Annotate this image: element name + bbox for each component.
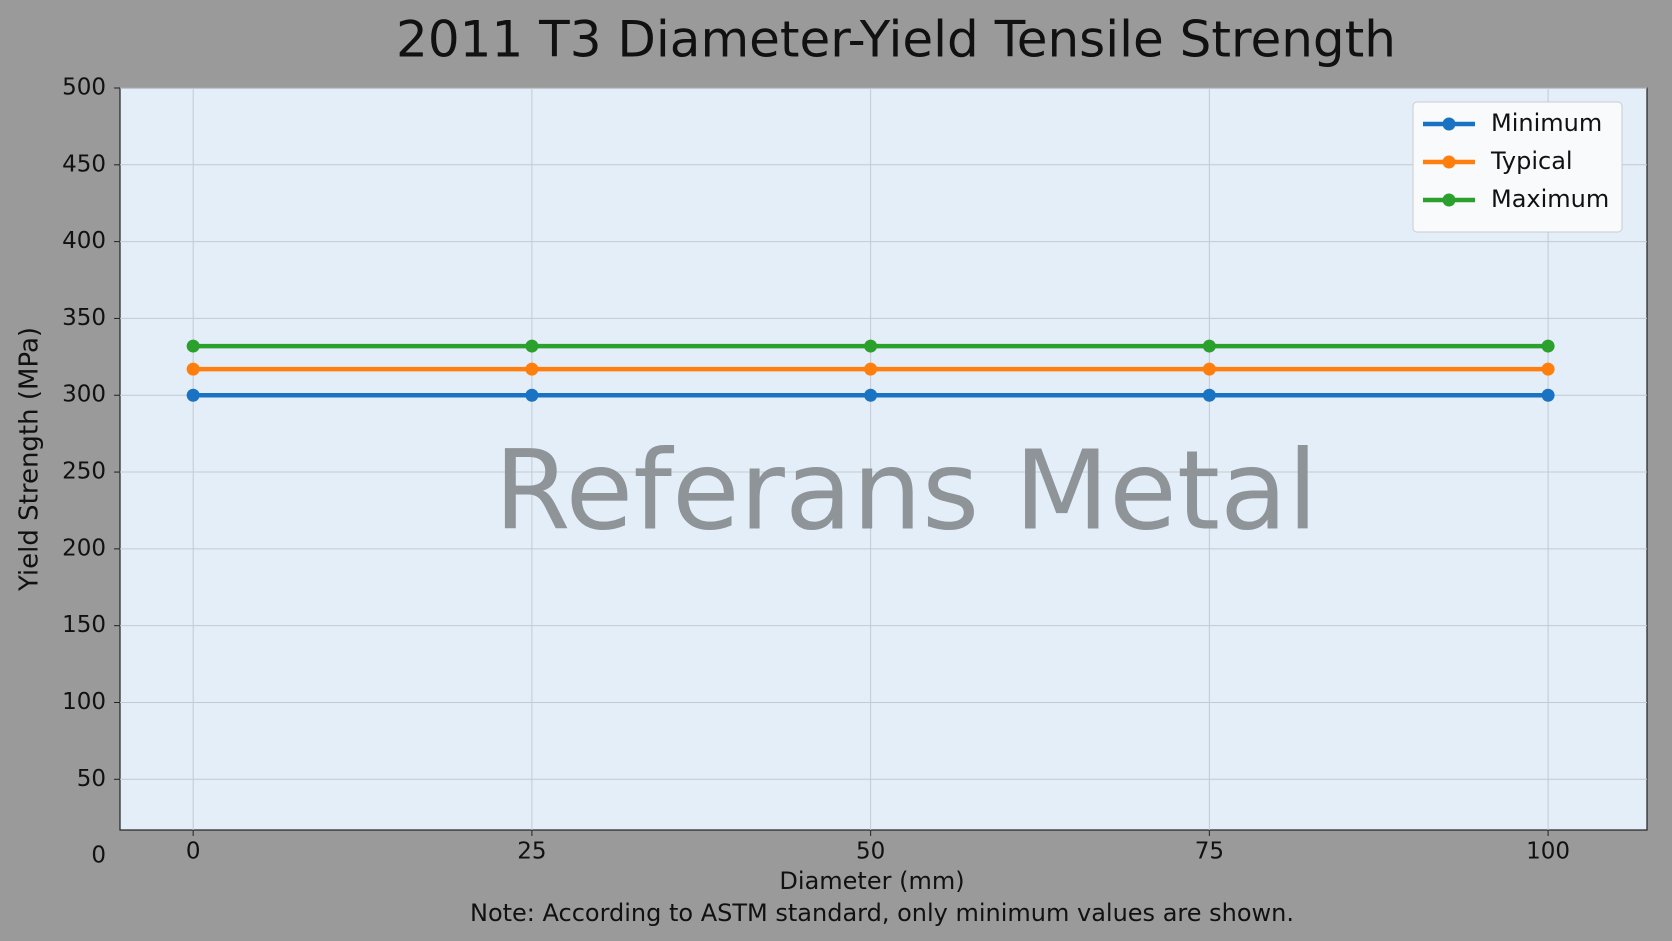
legend-label: Minimum bbox=[1491, 109, 1602, 137]
x-tick-label: 0 bbox=[186, 839, 201, 865]
point bbox=[186, 339, 200, 353]
y-tick-label: 100 bbox=[62, 689, 106, 715]
point bbox=[525, 388, 539, 402]
legend-label: Typical bbox=[1490, 147, 1573, 175]
point bbox=[1202, 362, 1216, 376]
x-axis-label: Diameter (mm) bbox=[779, 867, 964, 895]
point bbox=[1541, 388, 1555, 402]
point bbox=[1202, 388, 1216, 402]
x-tick-label: 75 bbox=[1195, 839, 1224, 865]
x-tick-label: 50 bbox=[856, 839, 885, 865]
y-tick-label: 300 bbox=[62, 382, 106, 408]
legend-label: Maximum bbox=[1491, 185, 1609, 213]
y-tick-label: 350 bbox=[62, 305, 106, 331]
point bbox=[864, 388, 878, 402]
point bbox=[1541, 362, 1555, 376]
y-tick-label: 400 bbox=[62, 228, 106, 254]
watermark: Referans Metal bbox=[494, 426, 1318, 554]
point bbox=[1541, 339, 1555, 353]
y-tick-label: 200 bbox=[62, 535, 106, 561]
y-axis-label: Yield Strength (MPa) bbox=[15, 327, 45, 592]
point bbox=[1202, 339, 1216, 353]
plot-area bbox=[119, 87, 1648, 831]
point bbox=[525, 362, 539, 376]
y-tick-label: 0 bbox=[91, 843, 106, 869]
point bbox=[186, 388, 200, 402]
y-tick-label: 500 bbox=[62, 75, 106, 101]
point bbox=[186, 362, 200, 376]
legend-marker bbox=[1442, 193, 1456, 207]
y-tick-label: 150 bbox=[62, 612, 106, 638]
y-tick-label: 50 bbox=[77, 766, 106, 792]
note: Note: According to ASTM standard, only m… bbox=[470, 899, 1294, 927]
x-tick-label: 100 bbox=[1526, 839, 1570, 865]
point bbox=[864, 362, 878, 376]
legend-marker bbox=[1442, 155, 1456, 169]
legend-marker bbox=[1442, 117, 1456, 131]
y-tick-label: 250 bbox=[62, 459, 106, 485]
point bbox=[525, 339, 539, 353]
chart-title: 2011 T3 Diameter-Yield Tensile Strength bbox=[396, 11, 1396, 69]
point bbox=[864, 339, 878, 353]
x-tick-label: 25 bbox=[517, 839, 546, 865]
y-tick-label: 450 bbox=[62, 151, 106, 177]
